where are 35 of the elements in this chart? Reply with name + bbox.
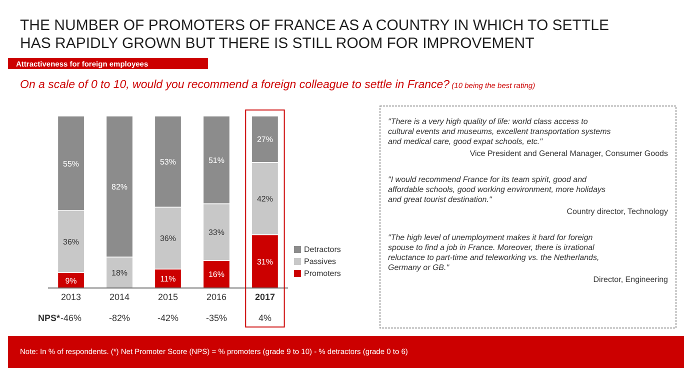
data-label: 51% — [208, 156, 224, 165]
text: Director, Engineering — [593, 275, 668, 284]
text: 4% — [258, 313, 272, 323]
chart-title: THE NUMBER OF PROMOTERS OF FRANCE AS A COUNTRY IN WHICH TO SETTLE HAS RAPIDLY GROWN BUT THERE IS STILL ROOM FOR IMPROVEMENT — [20, 17, 609, 52]
data-label: 9% — [65, 276, 77, 286]
text: "The high level of unemployment makes it hard for foreign spouse to find a job in France. Moreover, there is irrational reluctance to part-time and teleworking vs. the Netherlands, Germany or GB." — [388, 233, 600, 272]
text: -46% — [60, 313, 82, 323]
data-label: 36% — [63, 238, 80, 247]
legend-label: Promoters — [304, 269, 341, 278]
x-tick-label: 2017 — [254, 292, 275, 302]
x-tick-label: 2015 — [158, 292, 178, 302]
legend-label: Detractors — [304, 245, 341, 254]
data-label: 16% — [208, 270, 224, 280]
x-tick-label: 2013 — [61, 292, 82, 302]
data-label: 36% — [160, 234, 176, 244]
data-label: 11% — [160, 274, 176, 284]
data-label: 53% — [160, 158, 176, 167]
x-tick-label: 2016 — [206, 292, 226, 302]
text: NPS* — [38, 313, 61, 323]
text: -35% — [206, 313, 227, 323]
data-label: 33% — [208, 228, 224, 238]
text: Vice President and General Manager, Consumer Goods — [470, 149, 668, 158]
data-label: 82% — [112, 182, 128, 192]
data-label: 18% — [112, 268, 128, 278]
text: "There is a very high quality of life: world class access to cultural events and museums, excellent transportation systems and medical care, good expat schools, etc." — [388, 117, 611, 146]
data-label: 42% — [256, 194, 273, 204]
legend-label: Passives — [304, 257, 336, 266]
x-tick-label: 2014 — [110, 292, 130, 302]
text: -42% — [157, 313, 179, 323]
data-label: 31% — [256, 257, 273, 266]
data-label: 27% — [256, 135, 273, 144]
text: Country director, Technology — [566, 207, 668, 216]
text: "I would recommend France for its team spirit, good and affordable schools, good working environment, more holidays and great tourist destination." — [388, 175, 606, 204]
text: -82% — [109, 313, 130, 323]
data-label: 55% — [63, 159, 80, 168]
